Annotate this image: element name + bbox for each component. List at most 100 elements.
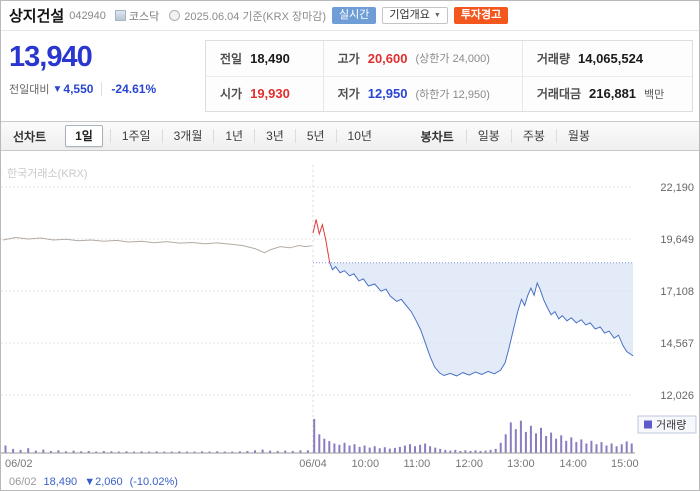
- chart-period-tabbar: 선차트 1일 1주일 3개월 1년 3년 5년 10년 봉차트 일봉 주봉 월봉: [1, 121, 699, 151]
- volume-bar: [133, 451, 135, 453]
- volume-bar: [246, 451, 249, 453]
- down-arrow-icon: ▼: [84, 475, 96, 488]
- x-axis-label: 06/02: [5, 458, 33, 470]
- market-label: 코스닥: [128, 10, 160, 23]
- current-price-block: 13,940 전일대비 ▼ 4,550 -24.61%: [9, 40, 205, 112]
- y-axis-label: 12,026: [660, 390, 694, 402]
- change-value: 4,550: [63, 82, 94, 97]
- volume-bar: [193, 451, 196, 453]
- volume-bar: [231, 451, 234, 453]
- company-overview-dropdown[interactable]: 기업개요 ▼: [382, 7, 448, 24]
- volume-bar: [388, 448, 391, 453]
- volume-bar: [208, 451, 211, 453]
- volume-bar: [19, 449, 22, 453]
- volume-bar: [373, 446, 376, 453]
- footer-date: 06/02: [9, 475, 37, 488]
- price-line-below-prev-close: [329, 262, 634, 377]
- volume-bar: [261, 449, 264, 453]
- tab-1year[interactable]: 1년: [213, 129, 254, 143]
- candle-chart-group-label[interactable]: 봉차트: [420, 129, 454, 144]
- volume-bar: [595, 444, 598, 453]
- tab-10year[interactable]: 10년: [335, 129, 383, 143]
- volume-bar: [474, 450, 477, 453]
- stock-code: 042940: [69, 9, 106, 22]
- volume-bar: [163, 451, 166, 453]
- investment-warning-badge[interactable]: 투자경고: [453, 7, 509, 24]
- volume-bar: [140, 451, 143, 453]
- volume-bar: [565, 440, 568, 453]
- x-axis-label: 15:00: [611, 458, 639, 470]
- current-price: 13,940: [9, 41, 93, 73]
- volume-bar: [459, 451, 462, 453]
- volume-bar: [170, 451, 173, 453]
- tab-weekly-candle[interactable]: 주봉: [510, 129, 556, 143]
- clock-icon: [169, 10, 181, 21]
- open-cell: 시가 19,930: [206, 77, 323, 112]
- trade-value-label: 거래대금: [536, 87, 582, 102]
- footer-percent: (-10.02%): [129, 475, 178, 488]
- below-close-fill: [329, 262, 633, 376]
- volume-value: 14,065,524: [578, 50, 644, 66]
- volume-bar: [358, 446, 361, 453]
- volume-bar: [328, 441, 331, 453]
- volume-bar: [34, 450, 37, 453]
- summary-row-1: 전일 18,490 고가 20,600 (상한가 24,000) 거래량 14,065,…: [206, 41, 692, 76]
- high-cell: 고가 20,600 (상한가 24,000): [322, 41, 522, 76]
- volume-bar: [186, 451, 188, 453]
- realtime-badge[interactable]: 실시간: [332, 7, 377, 24]
- change-label: 전일대비: [9, 84, 50, 97]
- line-chart-group-label[interactable]: 선차트: [13, 129, 47, 144]
- volume-bar: [444, 449, 447, 453]
- volume-bar: [514, 429, 517, 453]
- volume-bar: [378, 448, 381, 453]
- volume-bar: [291, 451, 294, 453]
- volume-bar: [343, 442, 346, 453]
- volume-bar: [102, 451, 105, 453]
- prev-close-cell: 전일 18,490: [206, 41, 323, 76]
- volume-bar: [393, 447, 396, 453]
- volume-bar: [178, 451, 181, 453]
- volume-bar: [238, 451, 241, 453]
- prev-close-label: 전일: [220, 51, 243, 66]
- tab-5year[interactable]: 5년: [294, 129, 336, 143]
- low-cell: 저가 12,950 (하한가 12,950): [322, 76, 522, 111]
- trade-value-unit: 백만: [644, 88, 665, 101]
- x-axis-label: 06/04: [299, 458, 327, 470]
- volume-bar: [575, 442, 578, 453]
- volume-bar: [269, 450, 272, 453]
- volume-bar: [49, 451, 52, 453]
- volume-bar: [570, 437, 573, 453]
- volume-bar: [414, 446, 416, 453]
- x-axis-label: 11:00: [404, 458, 431, 470]
- volume-bar: [620, 444, 623, 453]
- volume-legend-box: [637, 415, 697, 434]
- volume-bar: [409, 444, 411, 453]
- volume-bar: [333, 443, 336, 453]
- volume-bar: [125, 451, 128, 453]
- volume-bar: [464, 450, 467, 453]
- tab-3month[interactable]: 3개월: [161, 129, 214, 143]
- tab-3year[interactable]: 3년: [254, 129, 295, 143]
- tab-daily-candle[interactable]: 일봉: [465, 129, 511, 143]
- trade-value-cell: 거래대금 216,881 백만: [521, 76, 692, 111]
- asof-label: 2025.06.04 기준(KRX 장마감): [184, 10, 327, 23]
- volume-bar: [306, 450, 309, 453]
- price-line-prev-day: [2, 236, 312, 254]
- x-axis-label: 12:00: [455, 458, 483, 470]
- volume-bar: [368, 447, 371, 453]
- tab-1day[interactable]: 1일: [65, 125, 103, 147]
- market-badge: 코스닥: [114, 8, 160, 24]
- volume-bar: [313, 419, 316, 453]
- summary-row-2: 시가 19,930 저가 12,950 (하한가 12,950) 거래대금 216,88…: [206, 75, 692, 112]
- tab-monthly-candle[interactable]: 월봉: [555, 129, 601, 143]
- volume-bar: [419, 444, 422, 453]
- low-label: 저가: [337, 87, 360, 102]
- volume-bar: [323, 438, 326, 453]
- tab-1week[interactable]: 1주일: [109, 129, 162, 143]
- footer-change: ▼2,060: [84, 476, 122, 488]
- volume-bar: [12, 448, 15, 453]
- volume-bar: [560, 435, 563, 453]
- x-axis-label: 10:00: [352, 458, 380, 470]
- volume-bar: [524, 431, 527, 453]
